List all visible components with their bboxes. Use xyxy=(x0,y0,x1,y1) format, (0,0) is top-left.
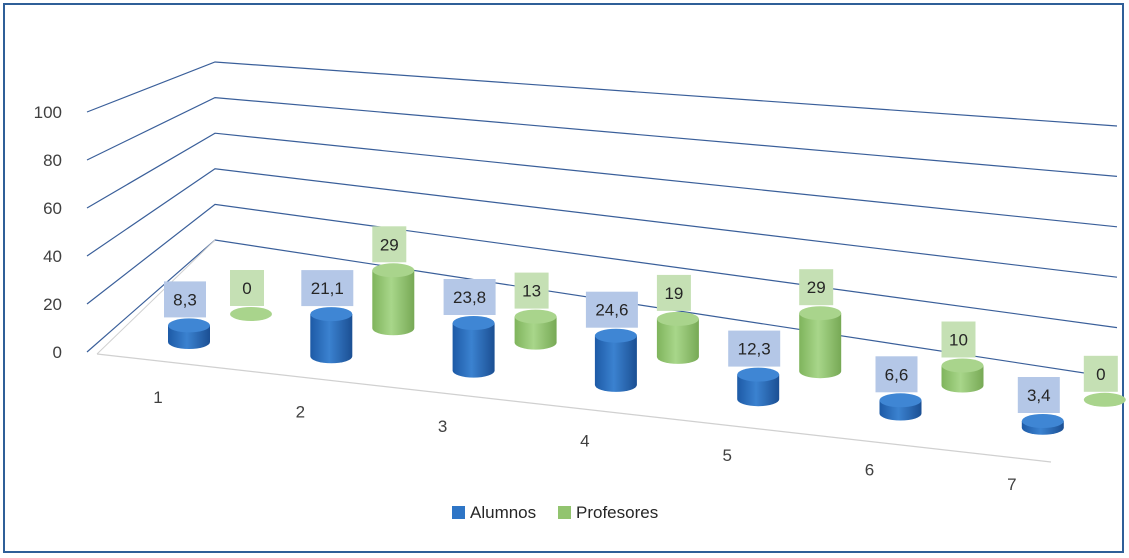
x-tick-label: 7 xyxy=(1007,475,1016,494)
svg-text:29: 29 xyxy=(807,278,826,297)
data-label: 3,4 xyxy=(1017,377,1060,413)
x-tick-label: 5 xyxy=(722,446,731,465)
svg-text:10: 10 xyxy=(949,331,968,350)
bar-profesores xyxy=(230,307,272,321)
x-axis-ticks: 1 2 3 4 5 6 7 xyxy=(153,388,1016,494)
data-label: 12,3 xyxy=(728,330,781,367)
y-tick-label: 100 xyxy=(34,103,62,122)
legend-item: Profesores xyxy=(558,503,658,522)
x-tick-label: 1 xyxy=(153,388,162,407)
legend-item: Alumnos xyxy=(452,503,536,522)
svg-text:13: 13 xyxy=(522,282,541,301)
bar-profesores xyxy=(1083,392,1126,407)
legend-swatch xyxy=(452,506,465,519)
gridline xyxy=(86,168,1118,278)
svg-text:0: 0 xyxy=(242,279,251,298)
svg-text:24,6: 24,6 xyxy=(595,301,628,320)
data-label: 8,3 xyxy=(164,281,206,318)
svg-text:3,4: 3,4 xyxy=(1027,386,1051,405)
bar-alumnos xyxy=(310,307,353,364)
svg-text:29: 29 xyxy=(380,235,399,254)
y-tick-label: 20 xyxy=(43,295,62,314)
floor-edge xyxy=(96,353,1052,463)
data-labels: 8,3 21,1 23,8 24,6 12,3 6,6 3,4 0 29 13 19 29 10 0 xyxy=(164,226,1118,413)
bar-profesores xyxy=(514,309,557,350)
bar-alumnos xyxy=(452,316,495,378)
bar-alumnos xyxy=(1021,414,1064,435)
gridline xyxy=(86,132,1118,228)
svg-text:0: 0 xyxy=(1096,365,1105,384)
gridline xyxy=(86,96,1118,177)
data-label: 24,6 xyxy=(585,291,638,328)
legend-swatch xyxy=(558,506,571,519)
data-label: 21,1 xyxy=(301,270,354,307)
legend-label: Alumnos xyxy=(470,503,536,522)
svg-text:19: 19 xyxy=(664,284,683,303)
bar-profesores xyxy=(656,311,699,364)
bar-alumnos xyxy=(879,393,922,421)
bar-profesores xyxy=(799,306,842,379)
bar-alumnos xyxy=(737,367,780,407)
svg-text:6,6: 6,6 xyxy=(885,365,909,384)
svg-text:21,1: 21,1 xyxy=(311,279,344,298)
svg-text:8,3: 8,3 xyxy=(173,290,197,309)
data-label: 0 xyxy=(230,270,264,306)
gridline xyxy=(86,61,1118,127)
y-tick-label: 80 xyxy=(43,151,62,170)
data-label: 10 xyxy=(941,321,976,358)
gridlines xyxy=(86,61,1118,463)
x-tick-label: 3 xyxy=(438,417,447,436)
y-axis-ticks: 0 20 40 60 80 100 xyxy=(34,103,62,362)
legend-label: Profesores xyxy=(576,503,658,522)
bar-alumnos xyxy=(594,328,637,392)
x-tick-label: 4 xyxy=(580,432,589,451)
svg-text:12,3: 12,3 xyxy=(738,340,771,359)
svg-text:23,8: 23,8 xyxy=(453,288,486,307)
data-label: 6,6 xyxy=(875,356,918,393)
data-label: 29 xyxy=(799,269,834,306)
x-tick-label: 2 xyxy=(296,403,305,422)
data-label: 19 xyxy=(656,274,691,311)
y-tick-label: 0 xyxy=(53,343,62,362)
bar-profesores xyxy=(941,358,984,393)
chart-frame xyxy=(3,3,1124,553)
y-tick-label: 60 xyxy=(43,199,62,218)
x-tick-label: 6 xyxy=(865,461,874,480)
data-label: 13 xyxy=(514,272,549,309)
floor-side-edge xyxy=(96,239,216,355)
bars xyxy=(168,263,1126,435)
data-label: 23,8 xyxy=(443,279,496,315)
bar-profesores xyxy=(372,263,415,336)
y-tick-label: 40 xyxy=(43,247,62,266)
bar-alumnos xyxy=(168,318,210,349)
data-label: 29 xyxy=(372,226,407,263)
legend: Alumnos Profesores xyxy=(452,503,658,522)
data-label: 0 xyxy=(1083,355,1118,392)
